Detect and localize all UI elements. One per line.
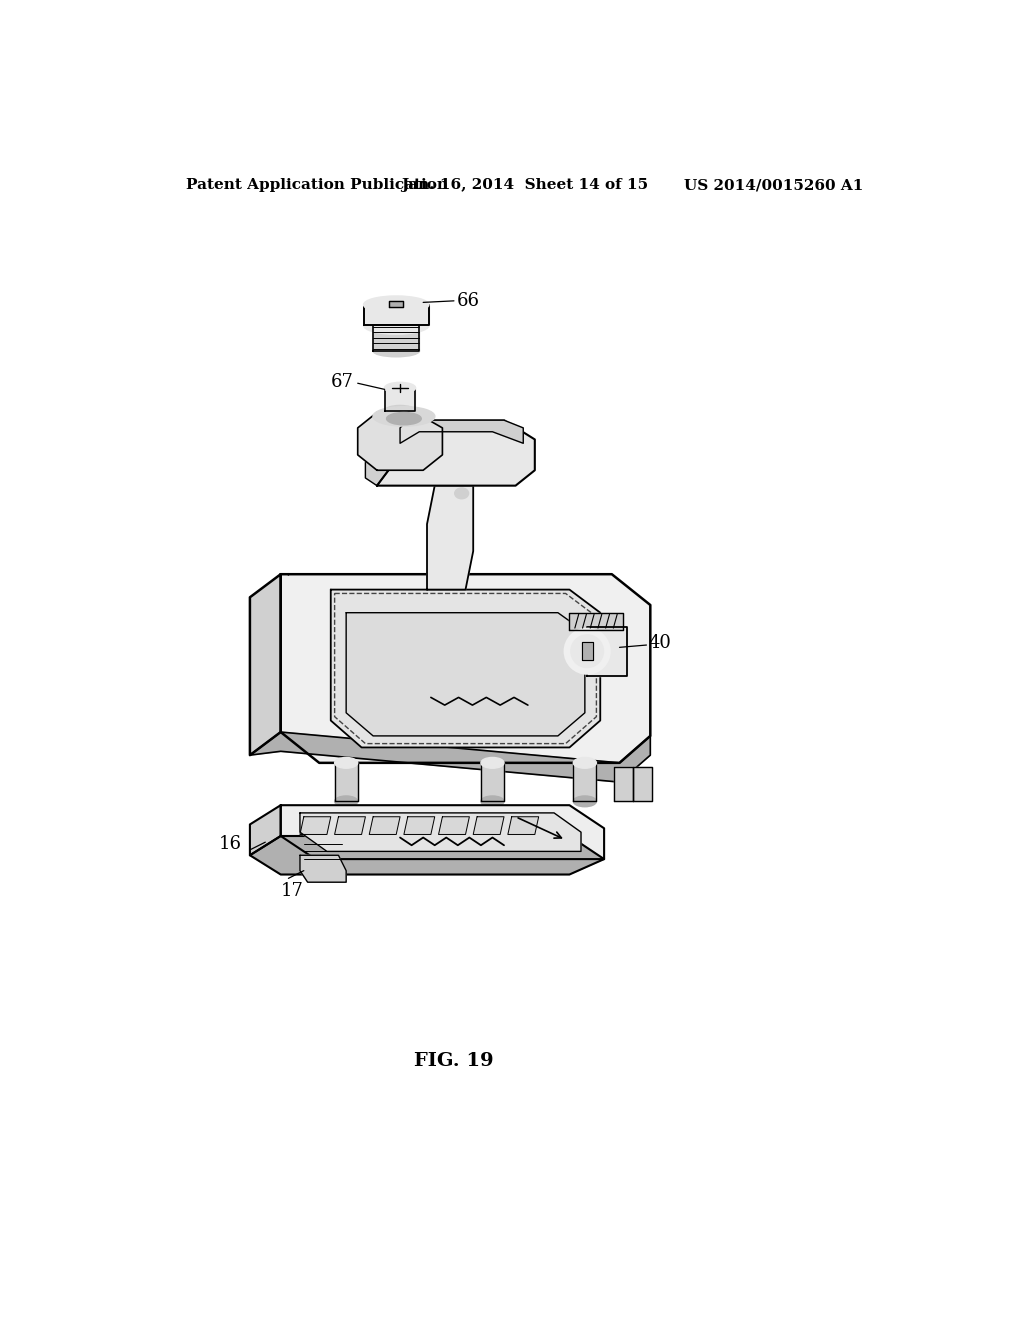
Polygon shape [331, 590, 600, 747]
Polygon shape [300, 817, 331, 834]
Text: 20: 20 [571, 830, 595, 849]
Polygon shape [250, 805, 281, 855]
Polygon shape [587, 627, 628, 676]
Ellipse shape [565, 628, 609, 673]
Polygon shape [250, 574, 281, 755]
Polygon shape [582, 642, 593, 660]
Ellipse shape [481, 758, 504, 768]
Text: US 2014/0015260 A1: US 2014/0015260 A1 [684, 178, 863, 193]
Text: FIG. 19: FIG. 19 [414, 1052, 494, 1069]
Text: 16: 16 [219, 834, 243, 853]
Polygon shape [385, 388, 416, 411]
Polygon shape [357, 412, 442, 470]
Polygon shape [377, 420, 535, 486]
Ellipse shape [455, 488, 469, 499]
Ellipse shape [385, 383, 416, 393]
Text: 40: 40 [649, 635, 672, 652]
Ellipse shape [364, 296, 429, 313]
Ellipse shape [481, 796, 504, 807]
Polygon shape [335, 763, 357, 801]
Polygon shape [403, 817, 435, 834]
Polygon shape [573, 763, 596, 801]
Polygon shape [250, 836, 604, 875]
Polygon shape [364, 305, 429, 326]
Polygon shape [400, 420, 523, 444]
Polygon shape [614, 767, 633, 801]
Polygon shape [366, 420, 408, 486]
Polygon shape [473, 817, 504, 834]
Polygon shape [438, 817, 469, 834]
Ellipse shape [373, 407, 435, 426]
Ellipse shape [387, 413, 421, 425]
Polygon shape [281, 574, 650, 763]
Text: 66: 66 [457, 292, 479, 310]
Polygon shape [481, 763, 504, 801]
Text: 17: 17 [281, 882, 303, 900]
Ellipse shape [571, 635, 603, 668]
Text: Patent Application Publication: Patent Application Publication [186, 178, 449, 193]
Polygon shape [300, 855, 346, 882]
Polygon shape [370, 817, 400, 834]
Text: Jan. 16, 2014  Sheet 14 of 15: Jan. 16, 2014 Sheet 14 of 15 [401, 178, 648, 193]
Ellipse shape [373, 345, 419, 356]
Ellipse shape [385, 405, 416, 416]
Polygon shape [250, 733, 650, 781]
Polygon shape [346, 612, 585, 737]
Polygon shape [300, 813, 581, 851]
Ellipse shape [573, 796, 596, 807]
Text: 67: 67 [331, 372, 353, 391]
Ellipse shape [573, 758, 596, 768]
Ellipse shape [335, 758, 357, 768]
Ellipse shape [364, 317, 429, 334]
Polygon shape [373, 326, 419, 351]
Polygon shape [569, 612, 624, 630]
Polygon shape [508, 817, 539, 834]
Polygon shape [335, 817, 366, 834]
Polygon shape [281, 805, 604, 859]
Polygon shape [634, 767, 652, 801]
Polygon shape [427, 486, 473, 590]
Ellipse shape [335, 796, 357, 807]
Polygon shape [389, 301, 403, 308]
